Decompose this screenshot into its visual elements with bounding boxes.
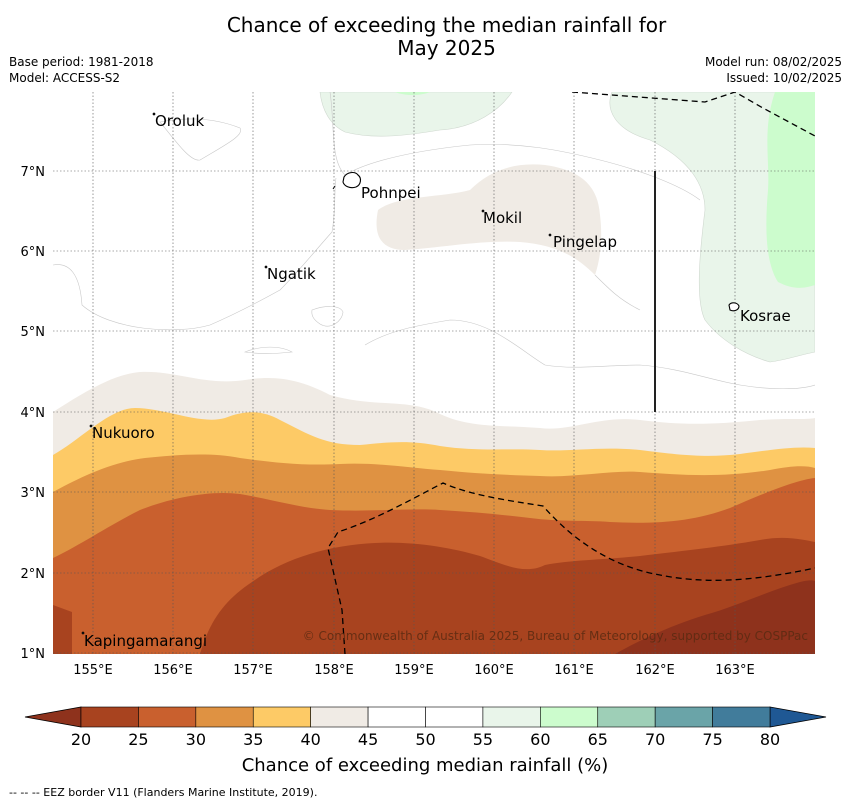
place-label-kapingamarangi: Kapingamarangi	[84, 632, 207, 650]
pingelap-island	[548, 233, 552, 237]
pohnpei-island	[342, 172, 361, 189]
islet-mark	[332, 185, 336, 190]
colorbar-segment	[482, 706, 541, 728]
chart-title: Chance of exceeding the median rainfall …	[0, 14, 850, 60]
place-label-nukuoro: Nukuoro	[92, 424, 155, 442]
colorbar-tick-label: 50	[415, 730, 435, 749]
place-label-kosrae: Kosrae	[740, 307, 791, 325]
lat-label: 1°N	[21, 647, 46, 662]
band-60-65-east	[766, 92, 815, 288]
islands	[81, 112, 740, 635]
colorbar-tick-label: 80	[760, 730, 780, 749]
map-plot-area: Oroluk Pohnpei Mokil Pingelap Ngatik Kos…	[53, 92, 815, 654]
nukuoro-island	[89, 424, 93, 428]
lat-label: 6°N	[21, 245, 46, 260]
band-55-60-east	[609, 92, 815, 363]
metadata-right: Model run: 08/02/2025 Issued: 10/02/2025	[705, 54, 842, 86]
colorbar-tick-label: 65	[588, 730, 608, 749]
lat-label: 7°N	[21, 165, 46, 180]
colorbar-segment	[712, 706, 771, 728]
colorbar-segment	[310, 706, 369, 728]
model-text: Model: ACCESS-S2	[9, 71, 121, 85]
lon-label: 163°E	[715, 663, 755, 678]
colorbar-segment	[367, 706, 426, 728]
eez-footnote: -- -- -- EEZ border V11 (Flanders Marine…	[9, 786, 318, 799]
lon-label: 161°E	[554, 663, 594, 678]
lon-label: 158°E	[314, 663, 354, 678]
place-label-pohnpei: Pohnpei	[361, 184, 421, 202]
lon-label: 157°E	[233, 663, 273, 678]
base-period-text: Base period: 1981-2018	[9, 55, 154, 69]
colorbar-tick-label: 70	[645, 730, 665, 749]
ngatik-island	[264, 265, 268, 269]
place-label-ngatik: Ngatik	[267, 265, 316, 283]
colorbar-tick-label: 40	[300, 730, 320, 749]
eez-borders	[327, 92, 815, 654]
title-line-1: Chance of exceeding the median rainfall …	[226, 13, 667, 37]
copyright-text: © Commonwealth of Australia 2025, Bureau…	[303, 629, 808, 643]
colorbar-segment	[425, 706, 484, 728]
band-below-20	[615, 580, 815, 654]
colorbar-tick-label: 35	[243, 730, 263, 749]
colorbar-label: Chance of exceeding median rainfall (%)	[241, 755, 609, 776]
band-20-25	[53, 537, 815, 654]
colorbar-tick-label: 55	[473, 730, 493, 749]
lat-label: 4°N	[21, 406, 46, 421]
oroluk-island	[152, 112, 156, 116]
colorbar-segment	[80, 706, 139, 728]
lon-label: 160°E	[474, 663, 514, 678]
issued-text: Issued: 10/02/2025	[726, 71, 842, 85]
colorbar-tick-label: 60	[530, 730, 550, 749]
colorbar: 20 25 30 35 40 45 50 55 60 65 70 75 80	[24, 706, 827, 749]
mokil-island	[481, 209, 485, 213]
faint-contours	[53, 92, 815, 390]
colorbar-segment	[138, 706, 197, 728]
lon-label: 159°E	[394, 663, 434, 678]
colorbar-tick-label: 25	[128, 730, 148, 749]
lat-label: 2°N	[21, 567, 46, 582]
colorbar-tick-label: 20	[71, 730, 91, 749]
band-40-45-patch	[376, 164, 602, 275]
band-60-65-north	[395, 92, 430, 95]
colorbar-segment	[654, 706, 713, 728]
colorbar-segment	[252, 706, 311, 728]
metadata-left: Base period: 1981-2018 Model: ACCESS-S2	[9, 54, 154, 86]
lon-label: 156°E	[153, 663, 193, 678]
place-label-mokil: Mokil	[483, 209, 522, 227]
title-line-2: May 2025	[397, 36, 496, 60]
kapingamarangi-island	[81, 631, 85, 635]
colorbar-segment	[195, 706, 254, 728]
colorbar-segment	[540, 706, 599, 728]
kosrae-island	[728, 302, 740, 312]
place-label-oroluk: Oroluk	[155, 112, 204, 130]
lon-label: 162°E	[635, 663, 675, 678]
model-run-text: Model run: 08/02/2025	[704, 55, 842, 69]
colorbar-tick-label: 75	[702, 730, 722, 749]
longitude-labels: 155°E 156°E 157°E 158°E 159°E 160°E 161°…	[73, 663, 755, 678]
colorbar-tick-label: 45	[358, 730, 378, 749]
latitude-labels: 1°N 2°N 3°N 4°N 5°N 6°N 7°N	[21, 165, 46, 662]
colorbar-high-extend	[769, 706, 827, 728]
colorbar-tick-label: 30	[186, 730, 206, 749]
place-label-pingelap: Pingelap	[553, 233, 617, 251]
colorbar-segment	[597, 706, 656, 728]
lon-label: 155°E	[73, 663, 113, 678]
lat-label: 3°N	[21, 486, 46, 501]
colorbar-low-extend	[24, 706, 82, 728]
lat-label: 5°N	[21, 325, 46, 340]
band-55-60-north	[319, 92, 513, 137]
